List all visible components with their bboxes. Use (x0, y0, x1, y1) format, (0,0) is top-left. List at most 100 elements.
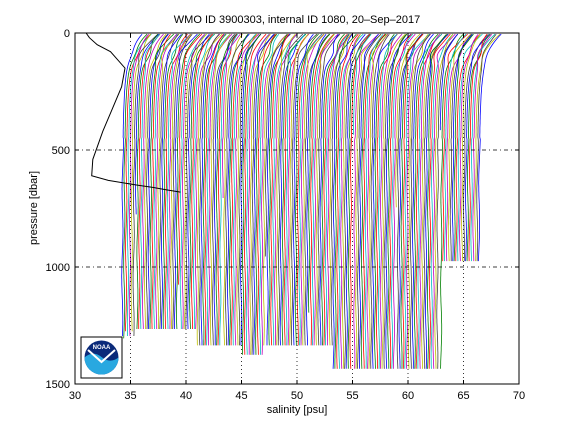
profile-line (340, 33, 361, 369)
profile-line (366, 33, 389, 369)
noaa-logo-bird (87, 349, 116, 364)
profile-line (379, 33, 403, 369)
profile-line (421, 33, 448, 369)
profile-line (436, 33, 458, 369)
profile-line (358, 33, 379, 369)
profile-line (391, 33, 414, 369)
profile-line (157, 33, 180, 329)
profile-line (225, 33, 250, 346)
profile-line (442, 33, 468, 262)
profile-line (342, 33, 361, 369)
profile-line (428, 33, 451, 369)
profile-line (204, 33, 225, 346)
profile-line (321, 33, 345, 346)
profile-line (377, 33, 398, 369)
reference-profile-line (85, 32, 181, 193)
profile-line (375, 33, 398, 369)
profile-line (179, 33, 207, 329)
profile-line (430, 33, 454, 369)
profile-line (217, 33, 238, 346)
profile-line (178, 33, 203, 285)
profile-line (332, 33, 353, 369)
profile-line (372, 33, 398, 369)
profile-line (198, 33, 220, 346)
profile-line (408, 33, 429, 369)
profile-line (241, 33, 261, 355)
x-tick-label: 40 (180, 390, 192, 402)
profile-line (459, 33, 479, 262)
profile-line (121, 33, 143, 337)
profile-line (138, 33, 161, 329)
profile-line (476, 33, 497, 262)
profile-line (474, 33, 501, 262)
profile-line (251, 33, 276, 355)
profile-line (385, 33, 412, 369)
profile-line (415, 33, 442, 369)
profile-line (125, 33, 151, 332)
profile-line (294, 33, 319, 346)
profile-line (449, 33, 473, 262)
profile-line (392, 33, 416, 369)
profile-line (264, 33, 291, 257)
profile-line (164, 33, 188, 330)
profile-line (172, 33, 193, 330)
profile-line (411, 33, 434, 369)
profile-line (319, 33, 339, 346)
profile-line (175, 33, 200, 330)
profile-line (328, 33, 352, 346)
profile-line (223, 33, 243, 346)
profile-line (313, 33, 339, 346)
profile-line (143, 33, 167, 329)
profile-line (206, 33, 231, 346)
profile-line (317, 33, 341, 346)
y-axis-label: pressure [dbar] (28, 171, 40, 245)
noaa-logo-text: NOAA (93, 345, 111, 351)
profile-line (162, 33, 184, 329)
profile-line (368, 33, 388, 369)
x-tick-label: 30 (69, 390, 81, 402)
profile-line (426, 33, 447, 369)
profile-line (387, 33, 408, 369)
profile-line (187, 33, 210, 329)
profile-line (423, 33, 449, 369)
profile-line (308, 33, 331, 313)
profile-line (166, 33, 191, 329)
plot-area: 30 35 40 45 50 55 60 65 70 0 500 1000 1500 NOAA (46, 28, 526, 402)
y-tick-label: 500 (52, 145, 70, 157)
profile-line (389, 33, 412, 369)
profile-line (381, 33, 406, 369)
profile-line (215, 33, 237, 346)
profile-line (153, 33, 178, 330)
profile-line (300, 33, 324, 346)
profile-line (466, 33, 491, 262)
x-tick-label: 35 (124, 390, 136, 402)
profile-line (279, 33, 306, 346)
profile-line (326, 33, 353, 346)
profile-line (370, 33, 390, 369)
x-tick-label: 70 (513, 390, 525, 402)
profile-line (396, 33, 424, 369)
profile-line (465, 33, 491, 262)
profile-line (226, 33, 250, 346)
profile-line (432, 33, 456, 369)
profile-line (311, 33, 335, 346)
profile-line (445, 33, 472, 262)
profile-line (419, 33, 441, 369)
y-tick-label: 1000 (46, 262, 70, 274)
profile-line (238, 33, 262, 346)
profile-line (355, 33, 382, 369)
profile-line (353, 33, 379, 369)
profile-line (185, 33, 212, 329)
profile-line (140, 33, 161, 330)
profile-line (209, 33, 231, 346)
profile-line (142, 33, 164, 329)
x-tick-label: 50 (291, 390, 303, 402)
profile-line (194, 33, 221, 330)
profile-line (357, 33, 382, 369)
profile-line (270, 33, 290, 346)
profile-line (461, 33, 481, 262)
profile-line (183, 33, 207, 329)
profile-line (123, 33, 148, 339)
profile-line (447, 33, 472, 262)
profile-line (444, 33, 467, 262)
